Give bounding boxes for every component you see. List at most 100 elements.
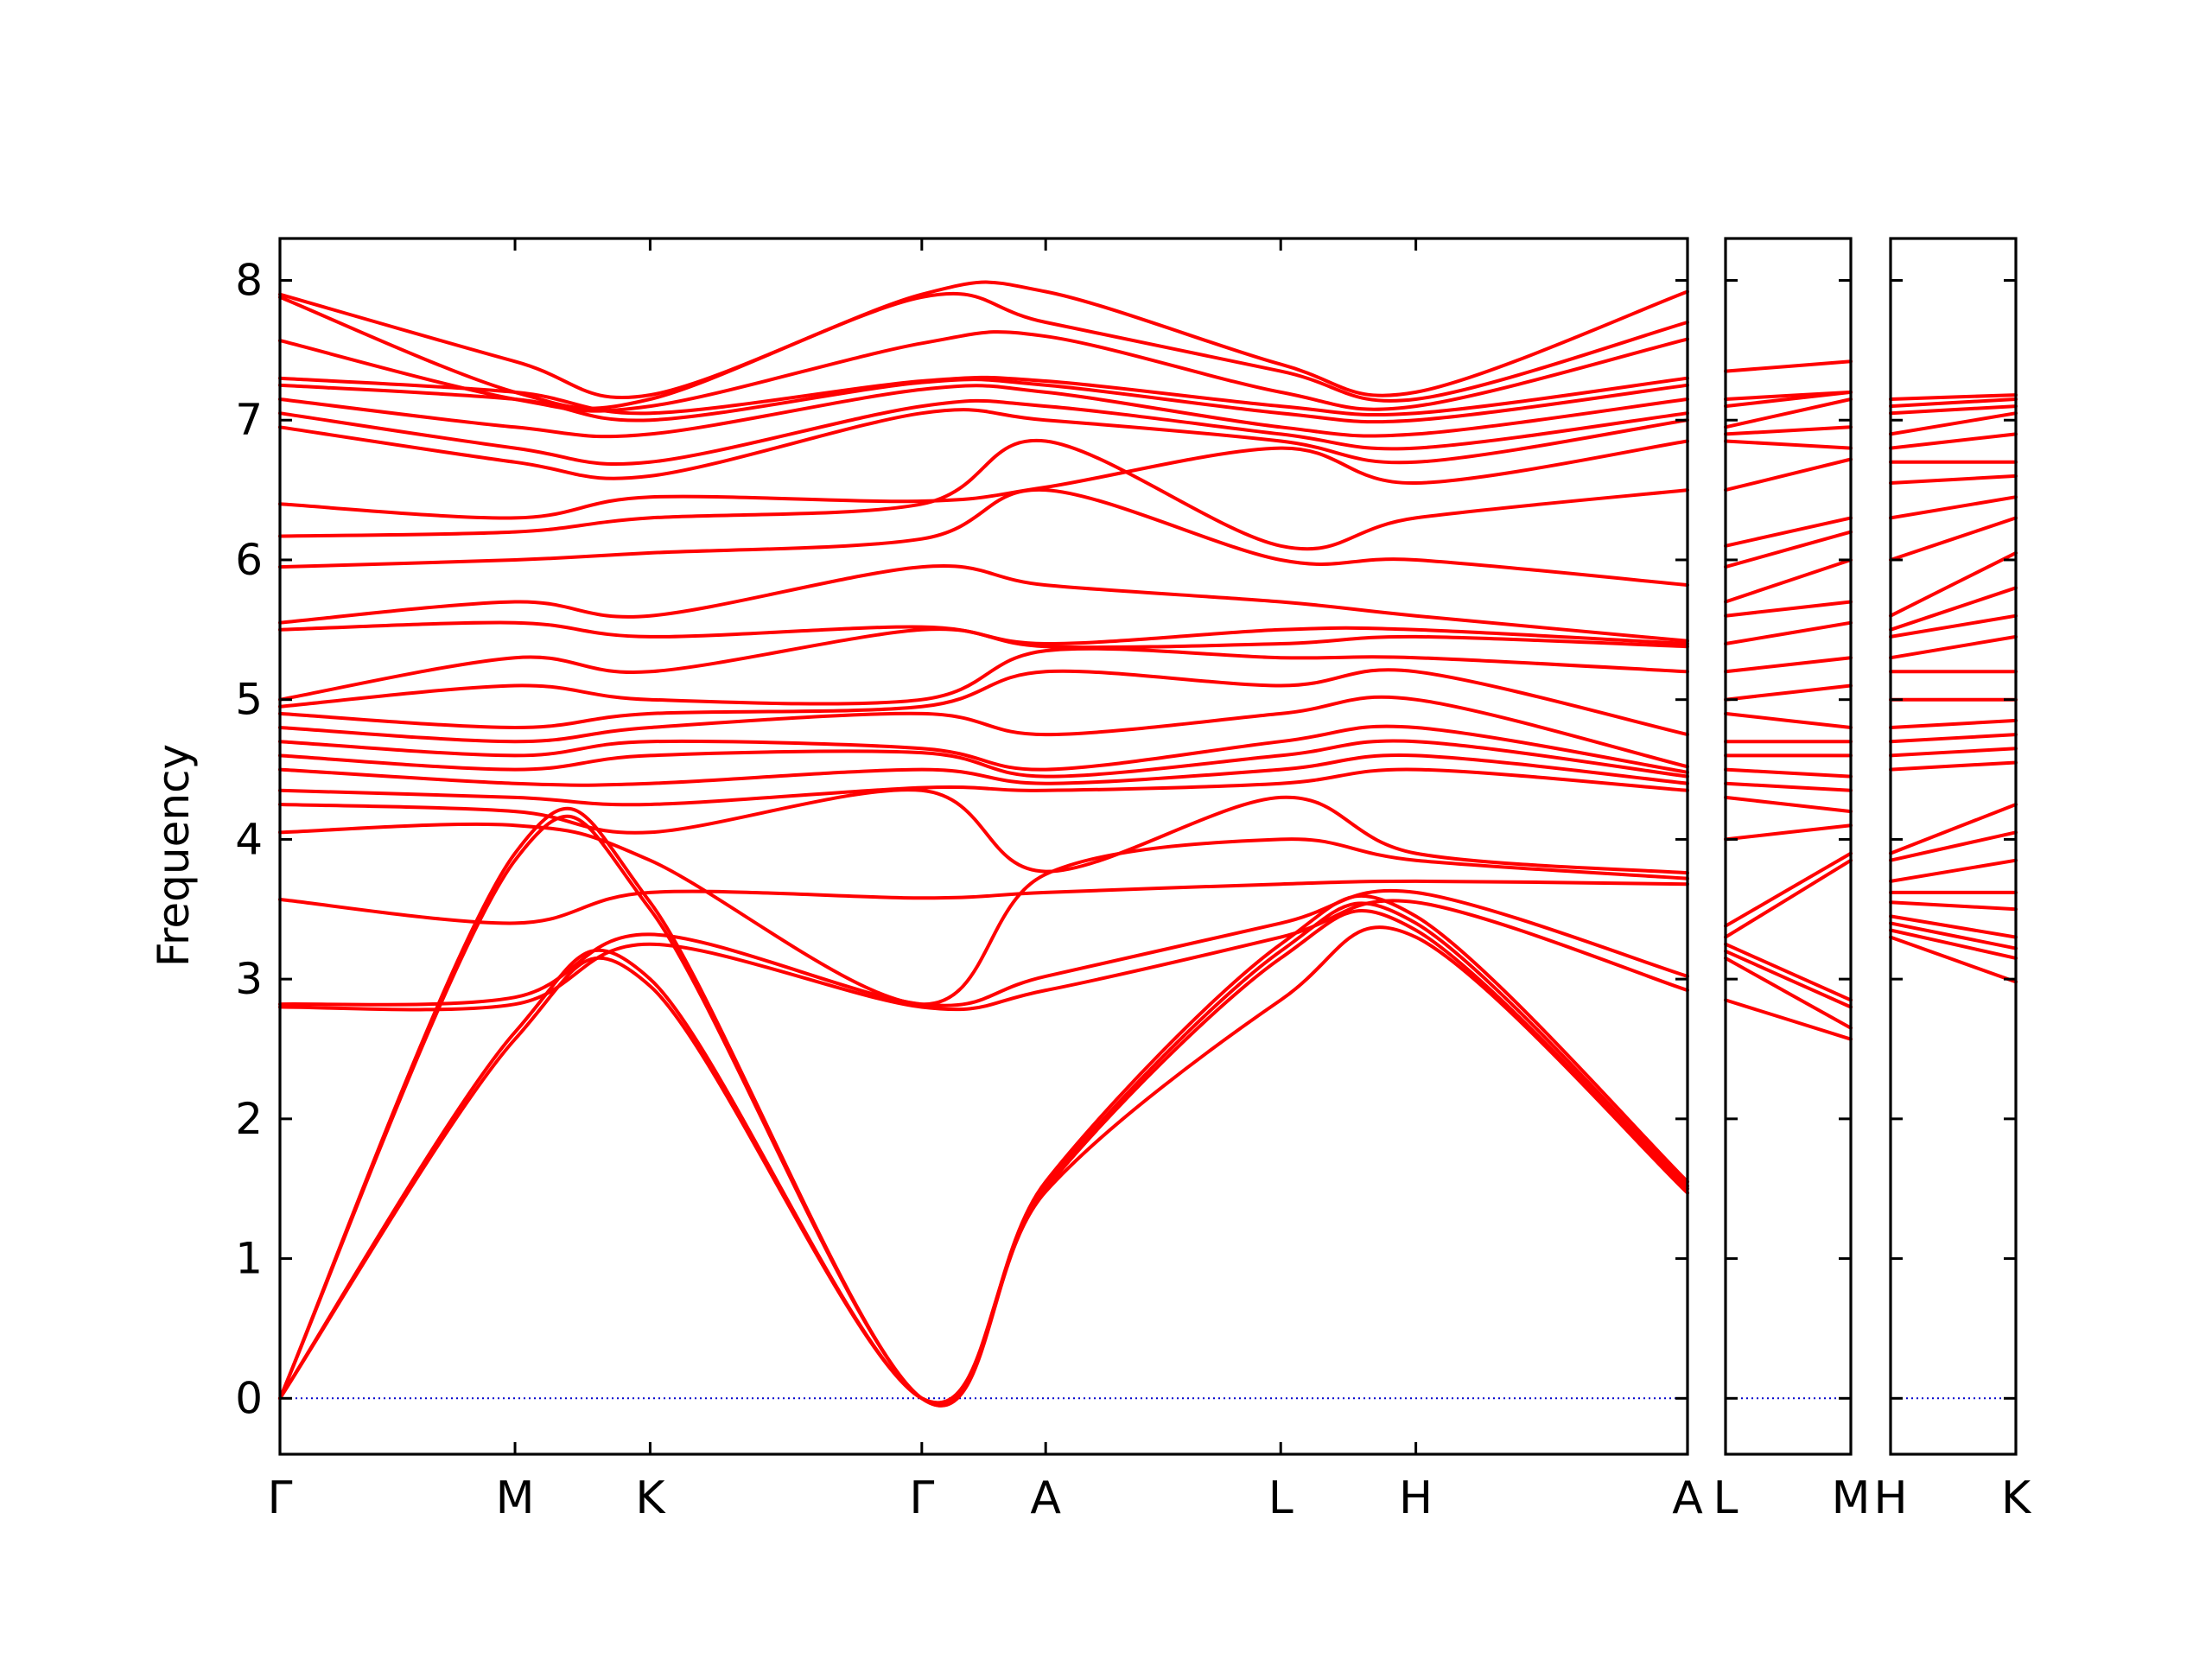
phonon-band-21 xyxy=(278,438,1689,551)
y-tick-label: 3 xyxy=(235,954,263,1004)
phonon-band-15 xyxy=(1724,656,1853,674)
phonon-band-12 xyxy=(1889,733,2018,744)
phonon-band-11 xyxy=(278,753,1689,787)
phonon-band-13 xyxy=(278,724,1689,774)
phonon-band-27 xyxy=(1724,359,1853,373)
phonon-band-4 xyxy=(1724,942,1853,1002)
phonon-band-23 xyxy=(278,408,1689,480)
phonon-band-10 xyxy=(278,767,1689,807)
phonon-band-2 xyxy=(1724,956,1853,1030)
phonon-band-23 xyxy=(1724,425,1853,436)
phonon-band-4 xyxy=(278,806,1689,1408)
k-point-label: A xyxy=(1030,1472,1061,1524)
phonon-band-17 xyxy=(1724,600,1853,618)
y-tick-label: 8 xyxy=(235,256,263,306)
phonon-band-2 xyxy=(278,909,1689,1405)
y-tick-label: 6 xyxy=(235,535,263,585)
phonon-band-14 xyxy=(278,695,1689,769)
phonon-band-22 xyxy=(1724,439,1853,450)
phonon-band-25 xyxy=(1889,411,2018,436)
phonon-band-18 xyxy=(278,620,1689,646)
k-point-label: H xyxy=(1873,1472,1907,1524)
phonon-band-18 xyxy=(1724,558,1853,604)
phonon-band-6 xyxy=(278,888,1689,1007)
phonon-band-27 xyxy=(1889,397,2018,409)
k-point-label: K xyxy=(635,1472,666,1524)
phonon-band-18 xyxy=(1889,586,2018,632)
panel-frame xyxy=(1724,237,1853,1456)
k-point-label: Γ xyxy=(268,1472,293,1524)
phonon-band-2 xyxy=(1889,928,2018,960)
phonon-band-28 xyxy=(278,330,1689,413)
phonon-band-22 xyxy=(278,439,1689,520)
y-tick-label: 4 xyxy=(235,814,263,864)
phonon-band-5 xyxy=(1724,858,1853,939)
phonon-band-6 xyxy=(1724,851,1853,928)
phonon-band-1 xyxy=(1724,998,1853,1041)
k-point-label: K xyxy=(2001,1472,2032,1524)
y-tick-label: 7 xyxy=(235,395,263,445)
phonon-band-10 xyxy=(1724,767,1853,779)
phonon-band-5 xyxy=(278,899,1689,1012)
phonon-band-24 xyxy=(278,398,1689,467)
panel-frame xyxy=(278,237,1689,1456)
y-tick-label: 2 xyxy=(235,1094,263,1144)
phonon-band-5 xyxy=(1889,900,2018,912)
y-tick-labels: 0 1 2 3 4 5 6 7 8 xyxy=(235,256,263,1424)
phonon-band-8 xyxy=(278,822,1689,1007)
phonon-band-20 xyxy=(278,488,1689,588)
phonon-band-24 xyxy=(1724,397,1853,429)
k-point-label: H xyxy=(1399,1472,1433,1524)
phonon-band-3 xyxy=(1889,921,2018,950)
k-point-label: M xyxy=(496,1472,535,1524)
phonon-band-24 xyxy=(1889,432,2018,450)
phonon-band-22 xyxy=(1889,474,2018,485)
phonon-band-26 xyxy=(1889,404,2018,416)
phonon-band-29 xyxy=(278,291,1689,410)
panel-frame xyxy=(1889,237,2018,1456)
phonon-band-7 xyxy=(1889,858,2018,883)
k-point-label: L xyxy=(1713,1472,1738,1524)
phonon-band-12 xyxy=(278,739,1689,779)
k-point-label: M xyxy=(1832,1472,1871,1524)
phonon-band-9 xyxy=(278,788,1689,875)
phonon-band-11 xyxy=(1889,747,2018,758)
phonon-band-25 xyxy=(278,384,1689,439)
phonon-band-16 xyxy=(1724,620,1853,645)
phonon-band-9 xyxy=(1889,803,2018,855)
phonon-band-9 xyxy=(1724,781,1853,792)
phonon-band-26 xyxy=(1724,390,1853,401)
phonon-band-16 xyxy=(1889,634,2018,660)
y-axis-label: Frequency xyxy=(149,744,199,967)
phonon-band-30 xyxy=(278,280,1689,400)
phonon-band-17 xyxy=(1889,613,2018,639)
k-point-label: L xyxy=(1268,1472,1294,1524)
phonon-band-8 xyxy=(1724,795,1853,814)
k-point-label: Γ xyxy=(909,1472,934,1524)
phonon-band-4 xyxy=(1889,914,2018,939)
k-point-label: A xyxy=(1672,1472,1703,1524)
phonon-band-21 xyxy=(1724,457,1853,493)
phonon-band-13 xyxy=(1724,711,1853,729)
y-tick-label: 0 xyxy=(235,1373,263,1423)
phonon-band-13 xyxy=(1889,718,2018,729)
phonon-band-16 xyxy=(278,646,1689,709)
phonon-band-20 xyxy=(1889,516,2018,562)
phonon-band-28 xyxy=(1889,393,2018,401)
phonon-band-20 xyxy=(1724,516,1853,548)
phonon-band-19 xyxy=(278,564,1689,643)
phonon-band-8 xyxy=(1889,830,2018,862)
phonon-band-7 xyxy=(278,879,1689,925)
phonon-band-19 xyxy=(1889,550,2018,618)
phonon-band-21 xyxy=(1889,495,2018,520)
y-tick-label: 1 xyxy=(235,1234,263,1284)
phonon-band-10 xyxy=(1889,760,2018,772)
phonon-band-15 xyxy=(278,668,1689,737)
y-tick-label: 5 xyxy=(235,675,263,725)
